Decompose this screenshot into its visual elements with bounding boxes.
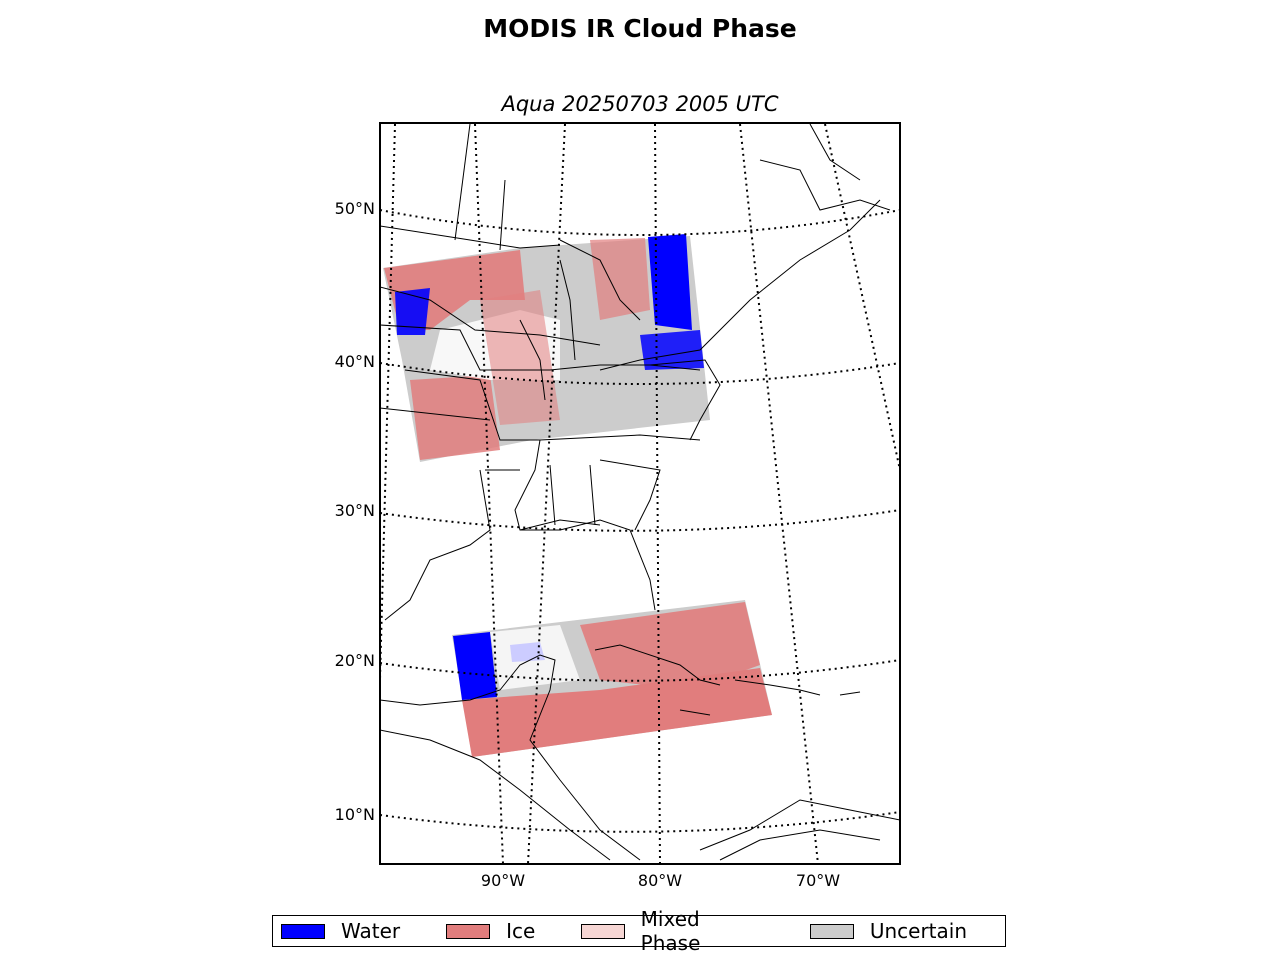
legend: Water Ice Mixed Phase Uncertain bbox=[272, 907, 1006, 955]
graticule-parallels bbox=[380, 209, 900, 833]
map-content bbox=[380, 123, 900, 864]
north-swath-ice-center bbox=[480, 290, 560, 425]
north-swath-water-east bbox=[648, 234, 692, 330]
lat-label-40n: 40°N bbox=[334, 352, 375, 371]
north-swath-ice-ne bbox=[590, 238, 650, 320]
lon-label-70w: 70°W bbox=[795, 871, 841, 890]
legend-item-uncertain: Uncertain bbox=[809, 919, 967, 943]
map-frame bbox=[379, 122, 901, 865]
north-swath-water-lakes bbox=[640, 330, 704, 370]
lat-label-30n: 30°N bbox=[334, 501, 375, 520]
lon-label-90w: 90°W bbox=[480, 871, 526, 890]
lat-label-10n: 10°N bbox=[334, 805, 375, 824]
lat-label-50n: 50°N bbox=[334, 199, 375, 218]
legend-label-ice: Ice bbox=[506, 919, 536, 943]
lat-label-20n: 20°N bbox=[334, 651, 375, 670]
legend-label-water: Water bbox=[341, 919, 401, 943]
south-swath-ice-ne bbox=[580, 602, 760, 690]
south-swath-ice-band bbox=[462, 668, 772, 757]
graticule-meridians bbox=[380, 123, 900, 864]
legend-item-mixed-phase: Mixed Phase bbox=[581, 907, 764, 955]
chart-title: MODIS IR Cloud Phase bbox=[483, 14, 797, 43]
legend-swatch-ice bbox=[446, 923, 491, 939]
legend-label-mixed-phase: Mixed Phase bbox=[640, 907, 701, 955]
legend-item-ice: Ice bbox=[446, 919, 535, 943]
legend-item-water: Water bbox=[281, 919, 400, 943]
legend-swatch-uncertain bbox=[809, 923, 854, 939]
south-swath-water bbox=[453, 632, 497, 700]
legend-swatch-mixed-phase bbox=[581, 923, 625, 939]
north-swath-water-west bbox=[395, 288, 430, 335]
north-swath-ice-south bbox=[410, 375, 500, 460]
legend-swatch-water bbox=[281, 923, 325, 939]
coastlines bbox=[380, 123, 900, 861]
chart-subtitle: Aqua 20250703 2005 UTC bbox=[501, 92, 779, 116]
legend-label-uncertain: Uncertain bbox=[869, 919, 967, 943]
lon-label-80w: 80°W bbox=[637, 871, 683, 890]
